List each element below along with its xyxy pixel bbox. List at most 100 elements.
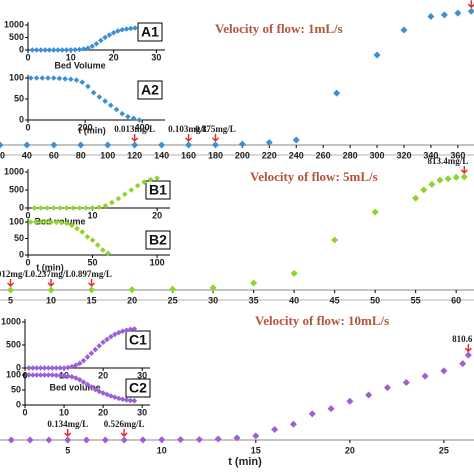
- y-tick-label: 100: [6, 369, 21, 379]
- point: [41, 372, 48, 378]
- point: [38, 47, 44, 53]
- point: [440, 11, 448, 19]
- point: [371, 208, 379, 216]
- x-tick-label: 160: [181, 150, 196, 160]
- y-tick-label: 500: [9, 32, 24, 42]
- point: [105, 250, 111, 257]
- point: [119, 328, 126, 334]
- point: [100, 339, 106, 346]
- point: [346, 397, 354, 405]
- inset-label: C1: [129, 332, 147, 348]
- point: [88, 350, 95, 357]
- point: [130, 115, 137, 122]
- x-tick-label: 0: [25, 52, 30, 62]
- x-axis-label: t (min): [36, 262, 64, 272]
- point: [55, 47, 61, 53]
- inset-label: B1: [149, 182, 167, 198]
- x-axis-label: Bed volume: [49, 382, 100, 392]
- point: [45, 365, 52, 371]
- point: [127, 326, 134, 333]
- point: [327, 405, 335, 413]
- point: [49, 372, 56, 378]
- x-tick-label: 200: [78, 122, 93, 132]
- point: [83, 205, 89, 211]
- point: [57, 365, 63, 371]
- x-tick-label: 40: [289, 295, 299, 305]
- point: [102, 203, 109, 209]
- inset-label-box: [125, 378, 151, 398]
- x-tick-label: 100: [150, 257, 165, 267]
- point: [112, 331, 118, 338]
- point: [452, 173, 460, 181]
- value-label: 0.013mg/L: [114, 124, 155, 134]
- point: [238, 140, 246, 148]
- point: [61, 365, 67, 371]
- x-tick-label: 240: [289, 150, 304, 160]
- point: [80, 379, 87, 385]
- point: [106, 32, 113, 38]
- label-arrow: [47, 278, 55, 288]
- y-tick-label: 1000: [4, 166, 24, 176]
- x-tick-label: 0: [25, 210, 30, 220]
- point: [373, 51, 381, 59]
- point: [365, 391, 373, 399]
- point: [57, 205, 64, 211]
- point: [333, 89, 341, 97]
- point: [132, 25, 138, 31]
- point: [26, 365, 32, 371]
- point: [123, 397, 130, 403]
- label-arrow: [184, 133, 193, 143]
- point: [72, 362, 79, 369]
- point: [195, 435, 203, 443]
- x-tick-label: 10: [46, 295, 56, 305]
- point: [120, 436, 128, 444]
- point: [53, 219, 60, 226]
- x-tick-label: 5: [65, 445, 70, 455]
- label-arrow: [467, 0, 474, 9]
- y-tick-label: 500: [9, 184, 24, 194]
- point: [271, 426, 279, 434]
- inset-label: B2: [149, 232, 167, 248]
- point: [400, 26, 408, 34]
- point: [88, 384, 95, 390]
- point: [92, 346, 99, 353]
- y-tick-label: 50: [11, 384, 21, 394]
- point: [62, 76, 68, 82]
- point: [292, 136, 300, 144]
- point: [32, 219, 39, 225]
- point: [76, 46, 83, 53]
- x-tick-label: 20: [127, 295, 137, 305]
- label-arrow: [460, 165, 468, 174]
- point: [38, 219, 44, 225]
- x-tick-label: 300: [370, 150, 385, 160]
- point: [59, 47, 66, 53]
- point: [64, 436, 72, 444]
- x-tick-label: 45: [330, 295, 340, 305]
- point: [464, 351, 472, 359]
- point: [63, 220, 70, 227]
- x-axis-label: t (min): [78, 125, 106, 135]
- point: [233, 434, 241, 442]
- point: [94, 242, 101, 248]
- inset-label: A2: [141, 82, 159, 98]
- point: [53, 372, 60, 379]
- point: [7, 286, 15, 294]
- point: [65, 373, 71, 379]
- y-tick-label: 1000: [1, 316, 21, 326]
- point: [412, 194, 420, 202]
- x-tick-label: 20: [109, 52, 119, 62]
- chart-title: Velocity of flow: 10mL/s: [255, 313, 389, 328]
- point: [74, 225, 80, 232]
- point: [76, 377, 83, 383]
- point: [33, 372, 40, 378]
- point: [90, 89, 97, 96]
- x-tick-label: 15: [87, 295, 97, 305]
- point: [48, 219, 55, 225]
- x-tick-label: 25: [439, 445, 449, 455]
- point: [49, 365, 56, 371]
- x-tick-label: 20: [152, 210, 162, 220]
- point: [7, 436, 15, 444]
- point: [107, 102, 114, 109]
- point: [108, 333, 114, 340]
